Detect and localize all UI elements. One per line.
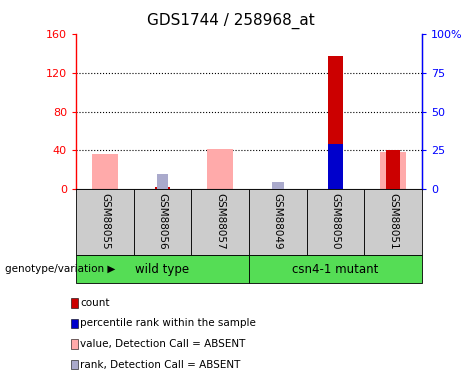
Bar xyxy=(249,189,307,255)
Bar xyxy=(207,150,233,189)
Bar xyxy=(328,144,343,189)
Text: GSM88055: GSM88055 xyxy=(100,193,110,249)
Text: GSM88050: GSM88050 xyxy=(331,193,340,249)
Bar xyxy=(307,189,364,255)
Bar xyxy=(386,150,400,189)
Bar xyxy=(134,189,191,255)
Text: GSM88051: GSM88051 xyxy=(388,193,398,249)
Bar xyxy=(328,56,343,189)
Text: GSM88057: GSM88057 xyxy=(215,193,225,249)
Text: percentile rank within the sample: percentile rank within the sample xyxy=(80,318,256,328)
Bar xyxy=(92,154,118,189)
Bar xyxy=(249,255,422,283)
Bar xyxy=(191,189,249,255)
Bar xyxy=(157,174,168,189)
Bar xyxy=(76,255,249,283)
Bar xyxy=(380,152,406,189)
Text: csn4-1 mutant: csn4-1 mutant xyxy=(292,262,378,276)
Text: genotype/variation ▶: genotype/variation ▶ xyxy=(5,264,115,274)
Text: rank, Detection Call = ABSENT: rank, Detection Call = ABSENT xyxy=(80,360,241,370)
Bar xyxy=(364,189,422,255)
Text: wild type: wild type xyxy=(136,262,189,276)
Text: GDS1744 / 258968_at: GDS1744 / 258968_at xyxy=(147,13,314,29)
Text: GSM88049: GSM88049 xyxy=(273,193,283,249)
Bar xyxy=(155,188,170,189)
Text: GSM88056: GSM88056 xyxy=(158,193,167,249)
Text: count: count xyxy=(80,298,110,308)
Bar xyxy=(76,189,134,255)
Bar xyxy=(272,182,284,189)
Text: value, Detection Call = ABSENT: value, Detection Call = ABSENT xyxy=(80,339,245,349)
